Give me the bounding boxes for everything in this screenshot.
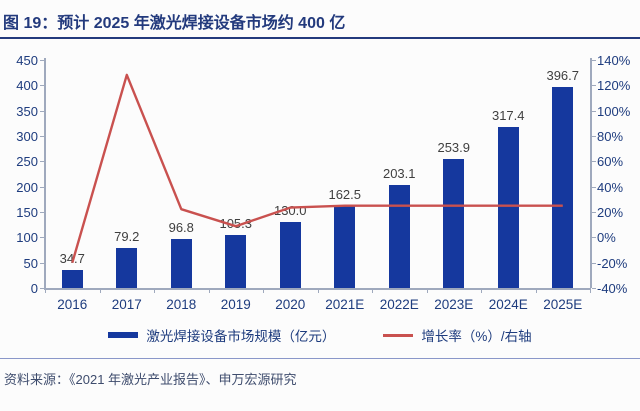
x-axis-tick	[590, 289, 591, 293]
x-axis-tick	[481, 289, 482, 293]
x-axis-tick	[426, 289, 428, 293]
x-axis-category-label: 2023E	[434, 297, 474, 312]
line-series-swatch	[383, 333, 414, 337]
bar-value-label: 253.9	[437, 140, 471, 156]
right-axis-tick	[592, 262, 596, 264]
bar	[388, 185, 410, 288]
bar	[170, 238, 192, 288]
left-axis-tick	[40, 60, 44, 61]
bar	[279, 222, 301, 288]
source-note: 资料来源：《2021 年激光产业报告》、申万宏源研究	[4, 372, 297, 387]
left-axis-tick	[40, 136, 44, 137]
x-axis-category-label: 2017	[111, 297, 142, 312]
left-axis-tick-label: 300	[16, 129, 38, 144]
x-axis-line	[44, 288, 591, 290]
right-axis-tick-label: 140%	[597, 53, 631, 68]
x-axis-tick	[99, 289, 101, 293]
chart-legend: 激光焊接设备市场规模（亿元） 增长率（%）/右轴	[0, 325, 640, 345]
bar-value-label: 34.7	[59, 251, 85, 267]
legend-item-growth-rate: 增长率（%）/右轴	[383, 325, 532, 345]
x-axis-tick	[317, 289, 319, 293]
bar-value-label: 105.3	[219, 215, 253, 231]
left-axis-tick-label: 250	[16, 154, 38, 170]
bar-value-label: 317.4	[491, 108, 525, 124]
right-axis-tick	[592, 212, 596, 213]
x-axis-tick	[263, 289, 264, 293]
left-axis-tick	[40, 186, 44, 188]
bar-series-swatch	[108, 332, 139, 338]
bar-value-label: 96.8	[168, 219, 194, 235]
x-axis-category-label: 2016	[57, 297, 88, 312]
bar-value-label: 130.0	[273, 203, 307, 219]
x-axis-tick	[372, 289, 373, 293]
x-axis-category-label: 2025E	[543, 297, 583, 312]
right-axis-tick	[592, 186, 596, 188]
left-axis-tick-label: 350	[16, 103, 38, 119]
x-axis-category-label: 2022E	[379, 297, 419, 312]
title-underline	[0, 37, 640, 39]
bar-value-label: 203.1	[382, 166, 416, 182]
left-axis-tick-label: 150	[16, 205, 38, 220]
right-axis-tick	[592, 110, 596, 112]
right-axis-tick-label: 120%	[597, 78, 631, 94]
left-axis-tick-label: 100	[16, 230, 38, 246]
bar	[61, 270, 83, 288]
right-axis-tick	[592, 60, 596, 61]
x-axis-category-label: 2024E	[488, 297, 528, 312]
right-axis-line	[590, 58, 592, 288]
legend-label-market-size: 激光焊接设备市场规模（亿元）	[146, 329, 336, 344]
right-axis-tick	[592, 85, 596, 87]
left-axis-tick-label: 400	[16, 78, 38, 94]
right-axis-tick	[592, 288, 596, 289]
x-axis-tick	[45, 289, 46, 293]
legend-label-growth-rate: 增长率（%）/右轴	[421, 329, 532, 344]
bar	[334, 205, 356, 288]
left-axis-tick-label: 450	[16, 53, 38, 68]
left-axis-tick	[40, 262, 44, 264]
divider-line	[0, 358, 640, 359]
left-axis-tick	[40, 161, 44, 163]
left-axis-tick	[40, 85, 44, 87]
left-axis-tick-label: 50	[23, 255, 38, 271]
right-axis-tick-label: -40%	[597, 281, 628, 296]
x-axis-category-label: 2021E	[325, 297, 365, 312]
figure-title: 图 19：预计 2025 年激光焊接设备市场约 400 亿	[3, 15, 346, 32]
bar	[225, 234, 247, 288]
x-axis-category-label: 2020	[275, 297, 306, 312]
right-axis-tick	[592, 161, 596, 163]
right-axis-tick-label: 40%	[597, 179, 624, 195]
right-axis-tick-label: 80%	[597, 129, 624, 144]
bar-value-label: 162.5	[328, 186, 362, 202]
right-axis-tick-label: 60%	[597, 154, 624, 170]
right-axis-tick-label: -20%	[597, 255, 628, 271]
bar	[497, 127, 519, 288]
left-axis-line	[44, 58, 46, 288]
bar	[552, 87, 574, 288]
x-axis-tick	[154, 289, 155, 293]
left-axis-tick	[40, 110, 44, 112]
left-axis-tick	[40, 212, 44, 213]
x-axis-tick	[535, 289, 537, 293]
bar	[443, 159, 465, 288]
bar-value-label: 396.7	[546, 68, 580, 83]
left-axis-tick	[40, 288, 44, 289]
left-axis-tick	[40, 237, 44, 239]
right-axis-tick-label: 20%	[597, 205, 624, 220]
bar	[116, 247, 138, 288]
x-axis-category-label: 2018	[166, 297, 197, 312]
x-axis-tick	[208, 289, 210, 293]
right-axis-tick-label: 100%	[597, 103, 631, 119]
right-axis-tick	[592, 136, 596, 137]
right-axis-tick	[592, 237, 596, 239]
left-axis-tick-label: 200	[16, 179, 38, 195]
legend-item-market-size: 激光焊接设备市场规模（亿元）	[108, 325, 335, 345]
bar-value-label: 79.2	[114, 228, 140, 244]
left-axis-tick-label: 0	[30, 281, 38, 296]
right-axis-tick-label: 0%	[597, 230, 616, 246]
x-axis-category-label: 2019	[220, 297, 251, 312]
